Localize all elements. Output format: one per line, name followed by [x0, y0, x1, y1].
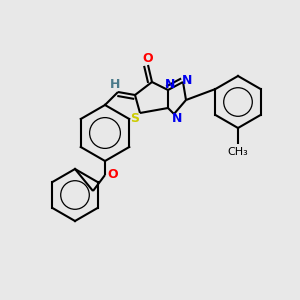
Text: N: N	[172, 112, 182, 125]
Text: H: H	[110, 79, 120, 92]
Text: CH₃: CH₃	[228, 147, 248, 157]
Text: N: N	[182, 74, 192, 86]
Text: O: O	[108, 169, 118, 182]
Text: O: O	[143, 52, 153, 64]
Text: S: S	[130, 112, 140, 124]
Text: N: N	[165, 79, 175, 92]
